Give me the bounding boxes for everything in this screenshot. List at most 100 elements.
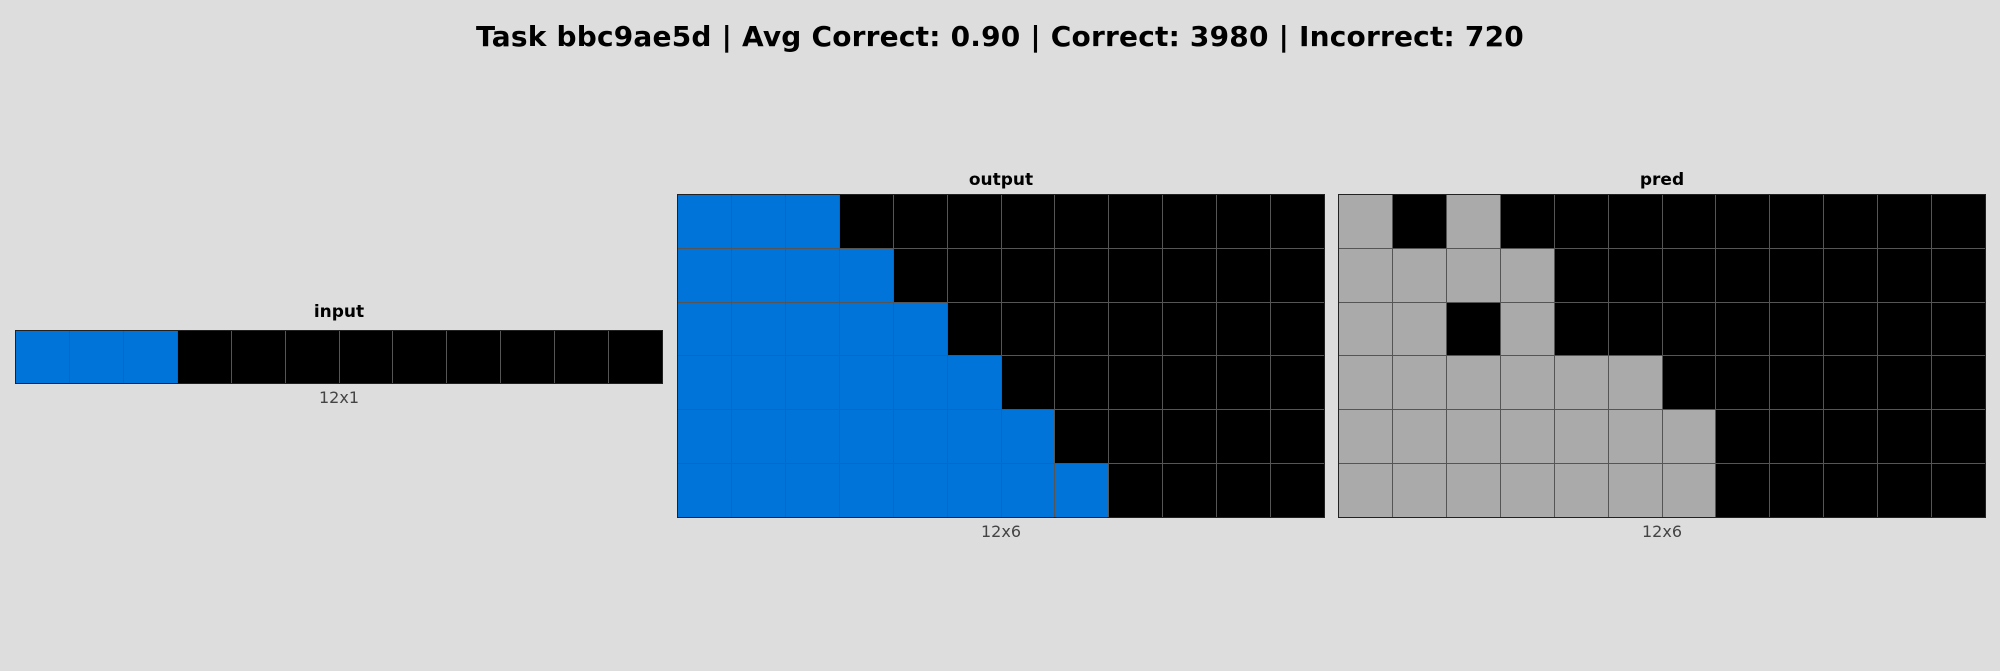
input-cell-r0-c2 [123,331,177,383]
input-cell-r0-c3 [177,331,231,383]
input-panel-title: input [313,302,365,322]
pred-cell-r5-c11 [1932,464,1985,517]
pred-cell-r2-c9 [1824,302,1878,356]
output-cell-r0-c6 [1001,195,1055,248]
output-cell-r0-c11 [1271,195,1324,248]
pred-cell-r5-c4 [1554,464,1608,517]
output-cell-r2-c5 [947,302,1001,356]
pred-cell-r5-c3 [1500,464,1554,517]
output-cell-r3-c5 [947,356,1001,410]
input-cell-r0-c8 [447,331,501,383]
pred-cell-r5-c9 [1824,464,1878,517]
output-cell-r2-c1 [731,302,785,356]
output-panel-title: output [968,170,1034,190]
output-cell-r4-c7 [1055,410,1109,464]
output-cell-r4-c4 [893,410,947,464]
pred-cell-r1-c2 [1446,248,1500,302]
output-cell-r2-c8 [1109,302,1163,356]
output-cell-r4-c3 [839,410,893,464]
output-cell-r4-c5 [947,410,1001,464]
output-cell-r4-c10 [1217,410,1271,464]
output-cell-r5-c3 [839,464,893,517]
pred-cell-r0-c0 [1339,195,1392,248]
pred-cell-r0-c1 [1392,195,1446,248]
output-cell-r5-c8 [1109,464,1163,517]
pred-cell-r5-c2 [1446,464,1500,517]
pred-panel-title: pred [1639,170,1685,190]
output-cell-r1-c0 [678,248,731,302]
output-cell-r2-c3 [839,302,893,356]
pred-panel: pred 12x6 [1338,0,1986,671]
output-cell-r4-c6 [1001,410,1055,464]
pred-cell-r0-c10 [1878,195,1932,248]
pred-cell-r0-c7 [1716,195,1770,248]
output-cell-r0-c10 [1217,195,1271,248]
output-cell-r5-c11 [1271,464,1324,517]
output-cell-r0-c9 [1163,195,1217,248]
pred-cell-r2-c1 [1392,302,1446,356]
pred-cell-r4-c10 [1878,410,1932,464]
pred-cell-r3-c8 [1770,356,1824,410]
output-cell-r3-c4 [893,356,947,410]
pred-cell-r3-c3 [1500,356,1554,410]
output-cell-r5-c9 [1163,464,1217,517]
output-panel: output 12x6 [677,0,1325,671]
pred-cell-r2-c0 [1339,302,1392,356]
output-cell-r3-c3 [839,356,893,410]
output-cell-r0-c4 [893,195,947,248]
pred-cell-r0-c2 [1446,195,1500,248]
output-cell-r2-c0 [678,302,731,356]
output-cell-r0-c8 [1109,195,1163,248]
output-cell-r1-c11 [1271,248,1324,302]
output-cell-r0-c3 [839,195,893,248]
pred-cell-r2-c11 [1932,302,1985,356]
output-cell-r1-c2 [785,248,839,302]
pred-cell-r4-c3 [1500,410,1554,464]
input-grid [15,330,663,384]
input-cell-r0-c5 [285,331,339,383]
pred-cell-r5-c1 [1392,464,1446,517]
pred-cell-r2-c4 [1554,302,1608,356]
pred-cell-r1-c1 [1392,248,1446,302]
input-cell-r0-c10 [555,331,609,383]
pred-cell-r4-c4 [1554,410,1608,464]
output-cell-r2-c11 [1271,302,1324,356]
output-cell-r2-c6 [1001,302,1055,356]
pred-cell-r0-c5 [1608,195,1662,248]
pred-cell-r0-c11 [1932,195,1985,248]
pred-cell-r2-c10 [1878,302,1932,356]
pred-cell-r2-c3 [1500,302,1554,356]
pred-cell-r4-c0 [1339,410,1392,464]
pred-cell-r2-c8 [1770,302,1824,356]
output-cell-r3-c9 [1163,356,1217,410]
input-dimensions-label: 12x1 [318,388,359,407]
pred-cell-r1-c9 [1824,248,1878,302]
pred-cell-r1-c10 [1878,248,1932,302]
output-cell-r1-c9 [1163,248,1217,302]
output-cell-r3-c1 [731,356,785,410]
output-cell-r1-c1 [731,248,785,302]
output-cell-r3-c2 [785,356,839,410]
output-cell-r0-c0 [678,195,731,248]
output-cell-r3-c11 [1271,356,1324,410]
output-cell-r2-c2 [785,302,839,356]
output-cell-r4-c11 [1271,410,1324,464]
pred-cell-r5-c8 [1770,464,1824,517]
pred-cell-r0-c3 [1500,195,1554,248]
input-panel: input 12x1 [15,0,663,671]
pred-cell-r4-c7 [1716,410,1770,464]
input-cell-r0-c1 [69,331,123,383]
pred-cell-r4-c9 [1824,410,1878,464]
output-cell-r5-c10 [1217,464,1271,517]
pred-cell-r4-c6 [1662,410,1716,464]
output-cell-r1-c7 [1055,248,1109,302]
output-cell-r4-c2 [785,410,839,464]
output-cell-r2-c9 [1163,302,1217,356]
output-cell-r0-c1 [731,195,785,248]
output-cell-r3-c8 [1109,356,1163,410]
input-cell-r0-c0 [16,331,69,383]
output-cell-r5-c7 [1055,464,1109,517]
pred-cell-r5-c0 [1339,464,1392,517]
output-cell-r0-c5 [947,195,1001,248]
pred-cell-r1-c4 [1554,248,1608,302]
